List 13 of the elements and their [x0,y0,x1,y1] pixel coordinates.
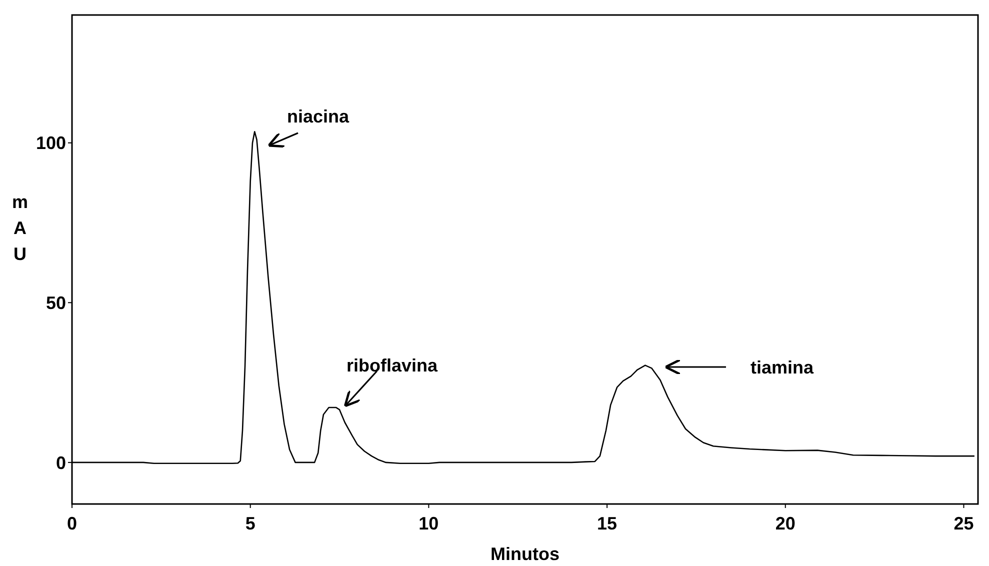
annotation: riboflavina [346,355,438,376]
x-tick-label: 15 [597,513,618,534]
annotation: tiamina [750,357,814,378]
y-tick-label: 0 [56,452,66,473]
x-tick-label: 25 [954,513,974,534]
x-tick-label: 5 [245,513,256,534]
y-tick-label: 50 [46,292,66,313]
y-axis-title: mAU [12,192,28,264]
x-tick-label: 10 [418,513,439,534]
x-axis-title: Minutos [490,544,560,564]
x-tick-label: 20 [775,513,796,534]
annotation: niacina [286,106,350,126]
y-tick-label: 100 [36,133,66,154]
